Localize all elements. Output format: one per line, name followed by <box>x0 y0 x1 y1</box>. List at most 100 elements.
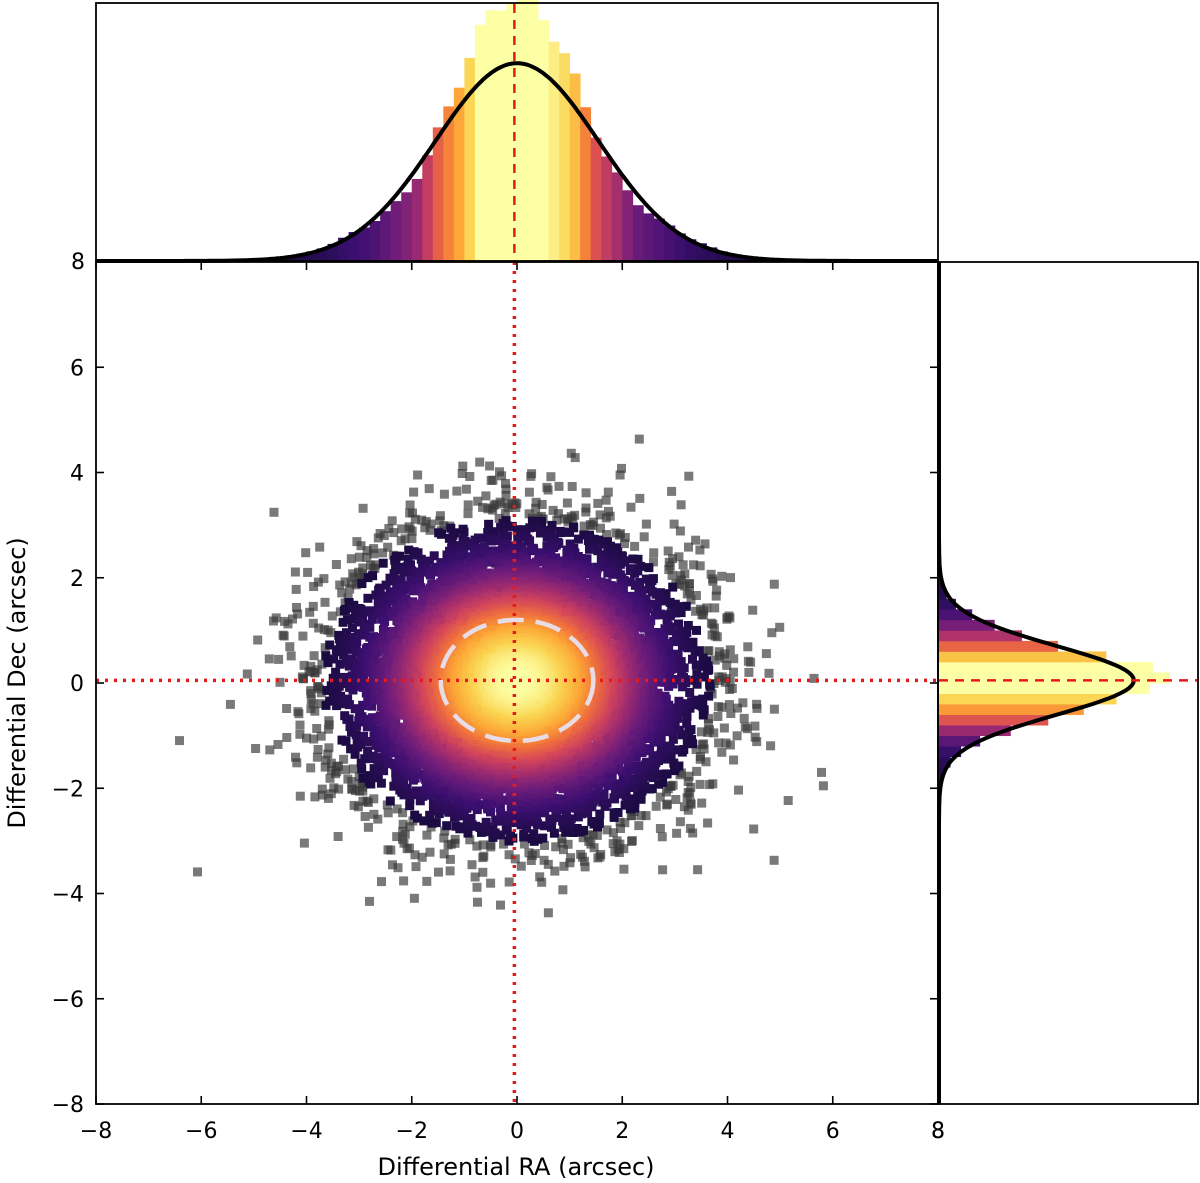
scatter-point <box>377 877 386 887</box>
ra-histogram-bar <box>390 201 402 261</box>
scatter-point <box>619 864 629 874</box>
scatter-point <box>684 726 694 736</box>
scatter-point <box>729 654 739 664</box>
scatter-point <box>703 727 713 737</box>
scatter-point <box>610 785 620 795</box>
scatter-point <box>678 708 688 717</box>
scatter-point <box>630 743 640 753</box>
scatter-point <box>398 808 408 818</box>
ra-histogram-bar <box>674 233 686 261</box>
scatter-point <box>696 727 706 737</box>
scatter-point <box>431 818 441 828</box>
scatter-point <box>299 674 308 683</box>
scatter-point <box>425 847 435 857</box>
scatter-point <box>783 796 793 805</box>
scatter-point <box>486 475 496 485</box>
scatter-point <box>348 685 358 695</box>
scatter-point <box>700 539 710 549</box>
scatter-point <box>350 749 360 759</box>
scatter-point <box>722 614 732 624</box>
scatter-point <box>434 867 443 877</box>
scatter-point <box>383 542 393 552</box>
scatter-point <box>419 567 429 577</box>
scatter-point <box>614 761 624 770</box>
scatter-point <box>513 534 523 544</box>
scatter-point <box>334 761 343 771</box>
scatter-point <box>305 607 315 617</box>
scatter-point <box>650 610 660 620</box>
scatter-point <box>653 688 663 698</box>
scatter-point <box>634 434 644 444</box>
scatter-point <box>609 793 619 803</box>
scatter-point <box>271 613 281 623</box>
scatter-point <box>569 523 579 533</box>
scatter-point <box>521 527 531 537</box>
scatter-point <box>630 541 640 551</box>
scatter-point <box>336 691 346 701</box>
scatter-point <box>680 581 690 591</box>
scatter-point <box>273 740 283 749</box>
scatter-point <box>368 751 378 761</box>
scatter-point <box>409 893 419 903</box>
scatter-point <box>743 642 753 652</box>
scatter-point <box>445 866 455 876</box>
scatter-point <box>641 519 651 529</box>
scatter-point <box>550 802 560 812</box>
scatter-point <box>613 844 623 854</box>
scatter-point <box>295 729 305 739</box>
scatter-point <box>291 752 300 762</box>
scatter-point <box>603 487 613 497</box>
scatter-point <box>626 502 636 512</box>
scatter-point <box>385 666 395 676</box>
scatter-point <box>522 547 531 557</box>
scatter-point <box>572 824 582 833</box>
scatter-point <box>351 730 361 740</box>
scatter-point <box>642 744 652 754</box>
scatter-point <box>269 507 279 517</box>
scatter-point <box>543 485 553 495</box>
scatter-point <box>363 746 373 756</box>
scatter-point <box>713 712 723 721</box>
scatter-point <box>620 533 630 542</box>
scatter-point <box>389 528 399 538</box>
scatter-point <box>349 614 358 624</box>
scatter-point <box>381 580 391 590</box>
scatter-point <box>344 598 354 607</box>
scatter-point <box>686 782 696 792</box>
scatter-point <box>335 580 345 590</box>
scatter-point <box>486 840 496 850</box>
scatter-point <box>396 575 406 585</box>
scatter-point <box>389 596 399 606</box>
scatter-point <box>308 601 318 611</box>
scatter-point <box>724 700 734 710</box>
scatter-point <box>480 550 490 559</box>
scatter-point <box>538 833 548 843</box>
scatter-point <box>438 800 448 810</box>
scatter-point <box>713 702 723 712</box>
scatter-point <box>410 514 420 524</box>
scatter-point <box>329 654 339 664</box>
scatter-point <box>399 876 409 886</box>
scatter-point <box>481 817 491 827</box>
scatter-point <box>596 554 606 564</box>
scatter-point <box>668 582 678 592</box>
scatter-point <box>506 831 515 841</box>
scatter-point <box>643 772 653 782</box>
scatter-point <box>542 541 552 551</box>
scatter-point <box>478 562 488 572</box>
scatter-point <box>558 784 568 794</box>
scatter-point <box>719 723 729 733</box>
scatter-point <box>346 744 356 754</box>
scatter-point <box>681 601 691 611</box>
scatter-point <box>604 600 614 610</box>
scatter-point <box>550 866 560 876</box>
scatter-point <box>634 584 644 594</box>
scatter-point <box>570 453 580 463</box>
scatter-point <box>490 798 500 808</box>
scatter-point <box>360 754 370 764</box>
scatter-point <box>310 792 320 802</box>
scatter-point <box>376 675 386 685</box>
scatter-point <box>323 793 333 803</box>
scatter-point <box>665 714 675 724</box>
scatter-point <box>328 673 338 683</box>
